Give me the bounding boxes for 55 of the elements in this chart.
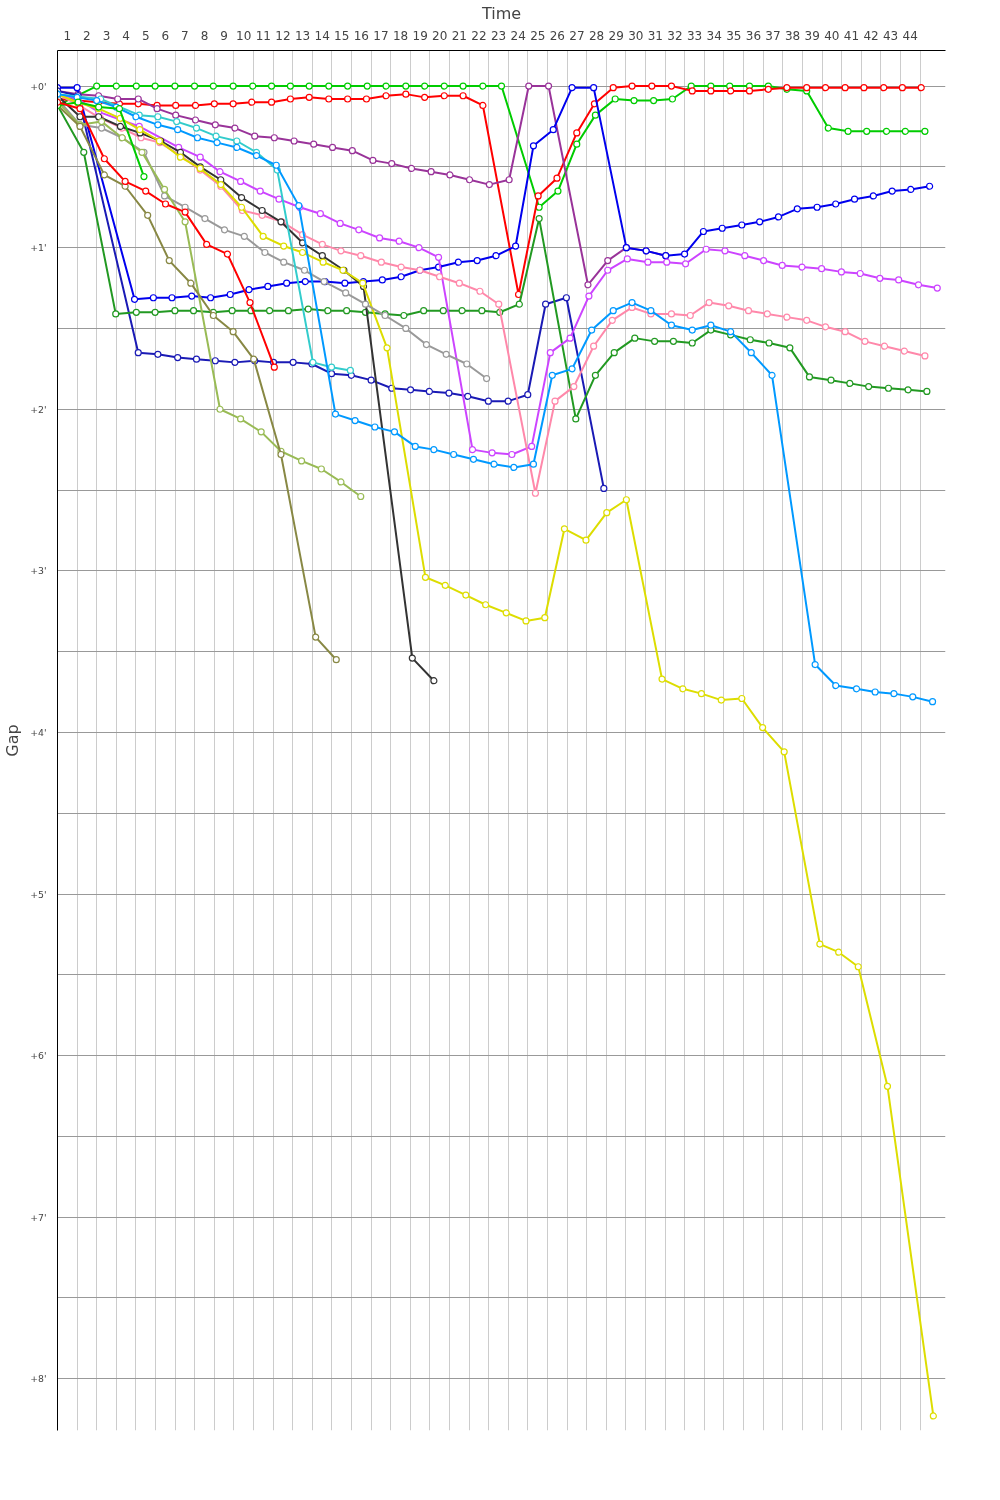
- x-tick-label: 21: [451, 28, 467, 43]
- y-tick-label: +2': [30, 403, 47, 415]
- y-tick-label: +4': [30, 726, 47, 738]
- x-tick-label: 7: [181, 28, 189, 43]
- y-tick-label: +1': [30, 242, 47, 254]
- x-tick-label: 43: [882, 28, 899, 43]
- x-tick-label: 38: [784, 28, 801, 43]
- x-tick-label: 40: [824, 28, 840, 43]
- x-tick-label: 36: [745, 28, 762, 43]
- y-tick-label: +7': [30, 1211, 47, 1223]
- x-tick-label: 35: [726, 28, 742, 43]
- y-tick-label: +8': [30, 1373, 47, 1385]
- x-tick-label: 5: [141, 28, 150, 43]
- x-tick-label: 34: [706, 28, 722, 43]
- y-tick-label: +0': [30, 80, 47, 92]
- x-tick-label: 42: [863, 28, 879, 43]
- x-tick-label: 19: [412, 28, 428, 43]
- x-tick-label: 9: [220, 28, 228, 43]
- x-tick-label: 13: [294, 28, 311, 43]
- x-tick-label: 1: [63, 28, 72, 43]
- x-tick-label: 3: [102, 28, 111, 43]
- x-tick-label: 10: [236, 28, 252, 43]
- x-tick-label: 8: [200, 28, 209, 43]
- x-tick-label: 37: [765, 28, 781, 43]
- x-tick-label: 39: [804, 28, 820, 43]
- x-tick-label: 20: [432, 28, 448, 43]
- x-tick-label: 32: [667, 28, 683, 43]
- y-tick-label: +3': [30, 565, 47, 577]
- x-tick-label: 44: [902, 28, 918, 43]
- x-tick-label: 14: [314, 28, 330, 43]
- x-tick-label: 30: [628, 28, 644, 43]
- y-tick-label: +6': [30, 1050, 47, 1062]
- x-tick-label: 29: [608, 28, 624, 43]
- x-tick-label: 24: [510, 28, 526, 43]
- x-tick-label: 26: [549, 28, 566, 43]
- x-tick-label: 2: [83, 28, 91, 43]
- x-tick-label: 6: [161, 28, 170, 43]
- x-tick-label: 25: [530, 28, 546, 43]
- x-tick-label: 18: [392, 28, 409, 43]
- y-axis-title: Gap: [3, 724, 23, 757]
- x-tick-label: 16: [353, 28, 369, 43]
- x-tick-label: 11: [255, 28, 271, 43]
- x-tick-label: 23: [490, 28, 507, 43]
- x-tick-label: 17: [373, 28, 389, 43]
- x-axis-title: Time: [480, 3, 522, 23]
- y-tick-label: +5': [30, 888, 47, 900]
- x-tick-label: 15: [334, 28, 350, 43]
- x-tick-label: 27: [569, 28, 585, 43]
- x-tick-label: 33: [686, 28, 703, 43]
- x-tick-label: 41: [843, 28, 860, 43]
- x-tick-label: 4: [122, 28, 130, 43]
- x-tick-label: 31: [647, 28, 664, 43]
- x-tick-label: 12: [275, 28, 291, 43]
- x-tick-label: 28: [588, 28, 605, 43]
- x-tick-label: 22: [471, 28, 487, 43]
